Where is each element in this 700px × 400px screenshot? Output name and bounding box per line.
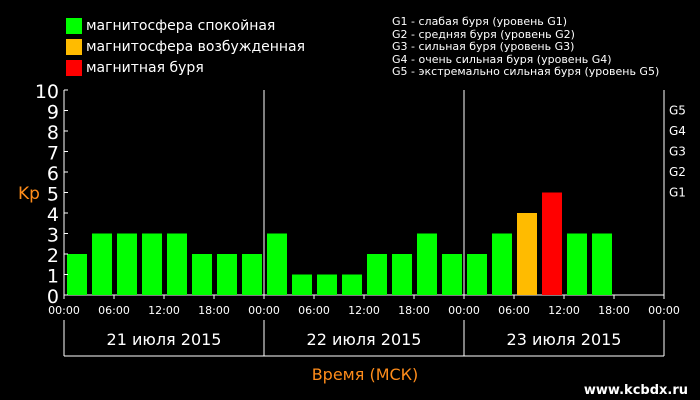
y-tick-label: 1 bbox=[47, 266, 59, 288]
y-tick-label: 7 bbox=[47, 143, 59, 165]
g-tick-label: G5 bbox=[669, 104, 686, 118]
x-tick-label: 12:00 bbox=[348, 304, 380, 317]
x-tick-label: 00:00 bbox=[248, 304, 280, 317]
kp-bar bbox=[142, 233, 162, 295]
legend-label: магнитосфера возбужденная bbox=[86, 39, 306, 55]
kp-bar bbox=[542, 192, 562, 295]
x-axis-label: Время (МСК) bbox=[312, 365, 419, 384]
y-tick-label: 5 bbox=[47, 184, 59, 206]
kp-bar bbox=[117, 233, 137, 295]
x-tick-label: 12:00 bbox=[148, 304, 180, 317]
g-level-item: G3 - сильная буря (уровень G3) bbox=[392, 40, 575, 53]
kp-bar bbox=[567, 233, 587, 295]
y-tick-label: 4 bbox=[47, 204, 59, 226]
x-tick-label: 18:00 bbox=[598, 304, 630, 317]
legend-item-storm: магнитная буря bbox=[66, 59, 204, 77]
kp-bar bbox=[517, 213, 537, 295]
kp-bar bbox=[417, 233, 437, 295]
kp-bar bbox=[192, 254, 212, 295]
y-tick-label: 6 bbox=[47, 163, 59, 185]
x-tick-label: 18:00 bbox=[198, 304, 230, 317]
legend-item-quiet: магнитосфера спокойная bbox=[66, 17, 275, 35]
g-tick-label: G1 bbox=[669, 186, 686, 200]
day-label: 22 июля 2015 bbox=[307, 330, 422, 349]
g-level-item: G1 - слабая буря (уровень G1) bbox=[392, 15, 568, 28]
kp-bar bbox=[592, 233, 612, 295]
kp-bar bbox=[467, 254, 487, 295]
kp-bar bbox=[67, 254, 87, 295]
g-tick-label: G4 bbox=[669, 124, 686, 138]
x-tick-label: 06:00 bbox=[98, 304, 130, 317]
kp-bar bbox=[242, 254, 262, 295]
y-tick-label: 0 bbox=[47, 286, 59, 308]
y-tick-label: 8 bbox=[47, 122, 59, 144]
g-tick-label: G2 bbox=[669, 165, 686, 179]
day-label: 21 июля 2015 bbox=[107, 330, 222, 349]
x-tick-label: 12:00 bbox=[548, 304, 580, 317]
y-tick-label: 3 bbox=[47, 225, 59, 247]
kp-bar bbox=[217, 254, 237, 295]
kp-bar bbox=[267, 233, 287, 295]
legend-swatch-quiet bbox=[66, 18, 82, 34]
kp-bar bbox=[367, 254, 387, 295]
kp-bar bbox=[492, 233, 512, 295]
y-axis-label: Kp bbox=[18, 184, 40, 204]
legend-swatch-active bbox=[66, 39, 82, 55]
y-tick-label: 9 bbox=[47, 102, 59, 124]
day-label: 23 июля 2015 bbox=[507, 330, 622, 349]
legend-label: магнитная буря bbox=[86, 60, 204, 76]
legend-swatch-storm bbox=[66, 60, 82, 76]
y-tick-label: 2 bbox=[47, 245, 59, 267]
kp-bar bbox=[292, 274, 312, 295]
legend-item-active: магнитосфера возбужденная bbox=[66, 38, 305, 56]
x-axis-ticks: 00:00 06:00 12:00 18:00 00:00 06:00 12:00 18:00… bbox=[48, 295, 680, 317]
g-level-item: G5 - экстремально сильная буря (уровень … bbox=[392, 65, 660, 78]
kp-bar bbox=[342, 274, 362, 295]
kp-bar bbox=[92, 233, 112, 295]
site-watermark: www.kcbdx.ru bbox=[583, 383, 688, 398]
x-tick-label: 00:00 bbox=[648, 304, 680, 317]
x-tick-label: 00:00 bbox=[448, 304, 480, 317]
day-labels: 21 июля 2015 22 июля 2015 23 июля 2015 bbox=[63, 320, 665, 357]
g-level-item: G2 - средняя буря (уровень G2) bbox=[392, 27, 575, 41]
g-tick-label: G3 bbox=[669, 145, 686, 159]
g-level-legend: G1 - слабая буря (уровень G1) G2 - средн… bbox=[392, 15, 660, 79]
g-level-axis-ticks: G1 G2 G3 G4 G5 bbox=[669, 104, 686, 200]
legend-label: магнитосфера спокойная bbox=[86, 18, 276, 34]
y-tick-label: 10 bbox=[35, 81, 59, 103]
kp-bars bbox=[67, 192, 612, 295]
x-tick-label: 06:00 bbox=[298, 304, 330, 317]
kp-bar bbox=[167, 233, 187, 295]
kp-bar bbox=[317, 274, 337, 295]
x-tick-label: 00:00 bbox=[48, 304, 80, 317]
x-tick-label: 18:00 bbox=[398, 304, 430, 317]
kp-bar bbox=[392, 254, 412, 295]
kp-bar bbox=[442, 254, 462, 295]
x-tick-label: 06:00 bbox=[498, 304, 530, 317]
g-level-item: G4 - очень сильная буря (уровень G4) bbox=[392, 52, 612, 66]
